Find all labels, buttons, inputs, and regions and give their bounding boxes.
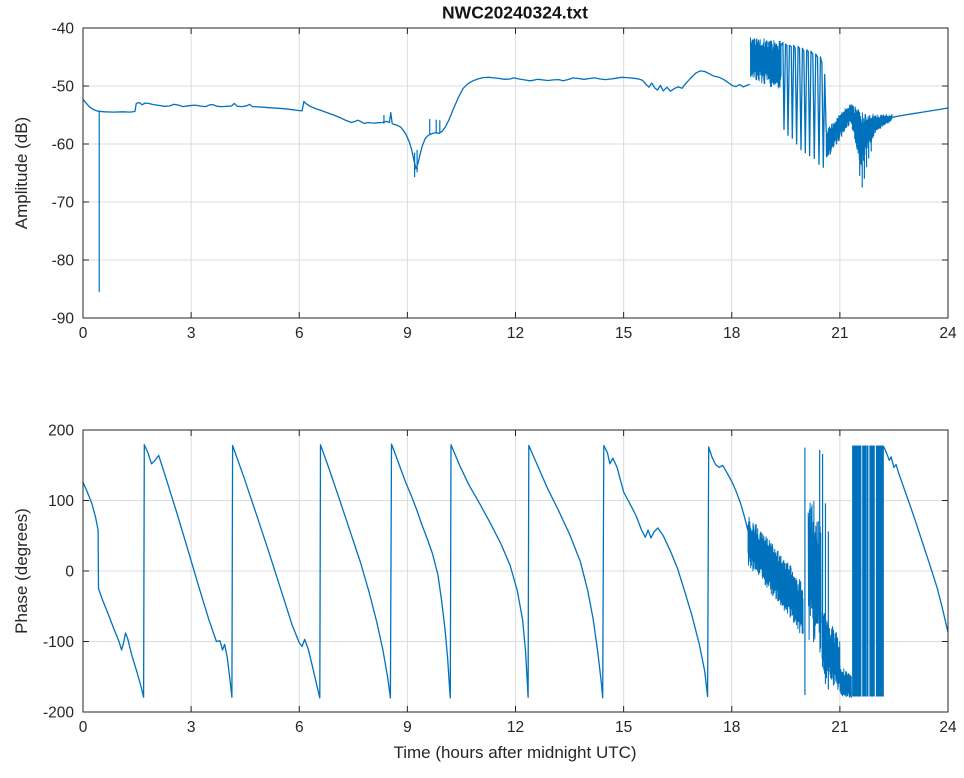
x-tick-label: 6 bbox=[295, 719, 304, 736]
y-tick-label: -80 bbox=[52, 253, 75, 270]
x-tick-label: 0 bbox=[79, 325, 88, 342]
x-tick-label: 18 bbox=[723, 325, 740, 342]
axis-box bbox=[82, 429, 949, 713]
x-tick-label: 6 bbox=[295, 325, 304, 342]
y-tick-label: -200 bbox=[43, 705, 74, 722]
amplitude-plot: 0 3 6 9 12 15 18 21 24 -90 -80 -70 -60 -50 -40 bbox=[52, 21, 957, 343]
phase-axis-label: Phase (degrees) bbox=[12, 508, 31, 634]
phase-plot: 0 3 6 9 12 15 18 21 24 -200 -100 0 100 200 bbox=[43, 423, 957, 737]
x-tick-label: 18 bbox=[723, 719, 740, 736]
y-tick-label: -70 bbox=[52, 195, 75, 212]
y-tick-label: -90 bbox=[52, 311, 75, 328]
tick-labels: 0 3 6 9 12 15 18 21 24 -200 -100 0 100 200 bbox=[43, 423, 957, 737]
figure-title: NWC20240324.txt bbox=[442, 2, 588, 23]
y-tick-label: -100 bbox=[43, 634, 74, 651]
axis-box bbox=[82, 27, 949, 319]
amplitude-axis-label: Amplitude (dB) bbox=[12, 116, 31, 230]
grid-lines bbox=[83, 28, 948, 318]
y-tick-label: -60 bbox=[52, 137, 75, 154]
y-tick-label: 200 bbox=[48, 423, 74, 440]
x-tick-label: 21 bbox=[831, 325, 848, 342]
x-tick-label: 12 bbox=[507, 325, 524, 342]
y-tick-label: 0 bbox=[65, 564, 74, 581]
x-tick-label: 3 bbox=[187, 325, 196, 342]
y-tick-label: 100 bbox=[48, 493, 74, 510]
x-tick-label: 12 bbox=[507, 719, 524, 736]
tick-labels: 0 3 6 9 12 15 18 21 24 -90 -80 -70 -60 -50 -40 bbox=[52, 21, 957, 343]
data-series bbox=[83, 443, 948, 699]
y-tick-label: -50 bbox=[52, 79, 75, 96]
y-tick-label: -40 bbox=[52, 21, 75, 38]
x-tick-label: 9 bbox=[403, 719, 412, 736]
x-tick-label: 3 bbox=[187, 719, 196, 736]
x-tick-label: 15 bbox=[615, 719, 632, 736]
x-tick-label: 24 bbox=[939, 325, 957, 342]
x-tick-label: 0 bbox=[79, 719, 88, 736]
data-series bbox=[83, 37, 948, 292]
x-tick-label: 21 bbox=[831, 719, 848, 736]
time-axis-label: Time (hours after midnight UTC) bbox=[393, 743, 637, 762]
x-tick-label: 24 bbox=[939, 719, 957, 736]
x-tick-label: 9 bbox=[403, 325, 412, 342]
x-tick-label: 15 bbox=[615, 325, 632, 342]
